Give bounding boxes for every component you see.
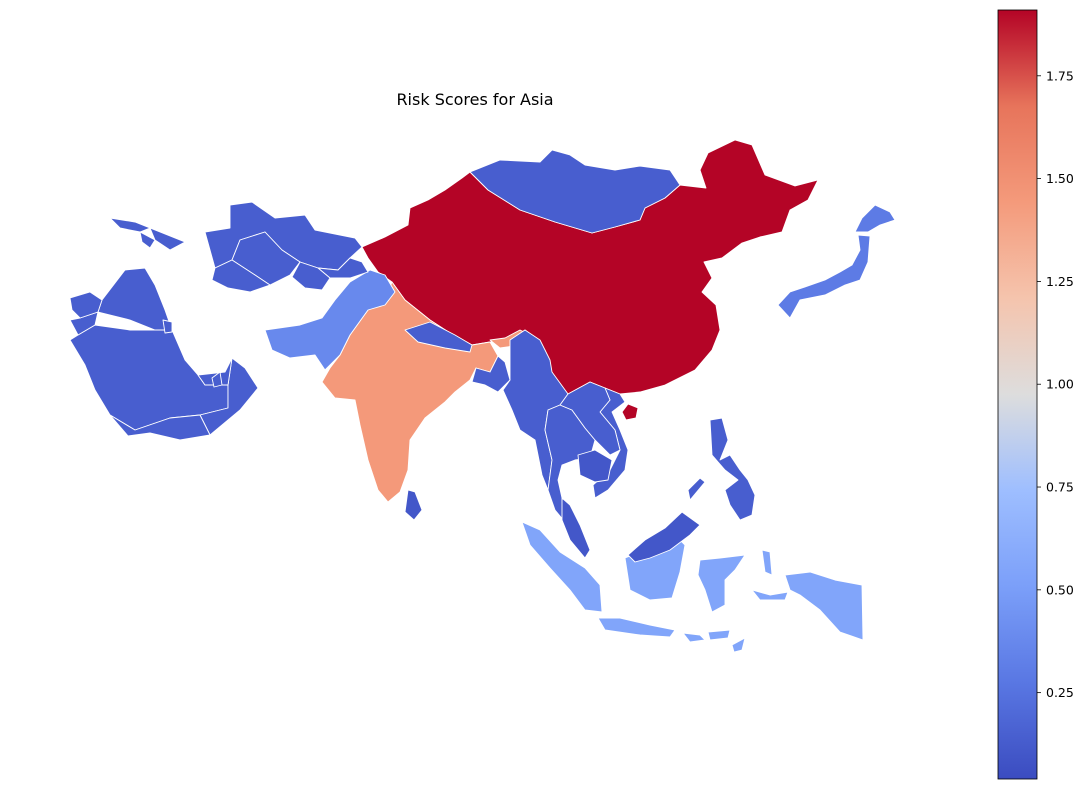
map-title: Risk Scores for Asia — [396, 90, 553, 109]
region-indonesia: Indonesia — [521, 521, 864, 643]
colorbar-gradient — [997, 9, 1038, 780]
colorbar-tick-label: 0.75 — [1046, 480, 1074, 495]
colorbar-tick-label: 1.25 — [1046, 274, 1074, 289]
region-syria: Syria — [69, 291, 103, 319]
colorbar: 0.25 0.50 0.75 1.00 1.25 1.50 1.75 — [997, 9, 1074, 780]
region-bangladesh: Bangladesh — [471, 355, 511, 393]
region-east-timor: East Timor — [731, 637, 746, 653]
region-jordan: Jordan — [69, 311, 99, 336]
region-turkmenistan: Turkmenistan — [211, 259, 271, 293]
colorbar-tick-label: 0.25 — [1046, 685, 1074, 700]
colorbar-ticks: 0.25 0.50 0.75 1.00 1.25 1.50 1.75 — [1037, 68, 1074, 700]
region-pakistan: Pakistan — [264, 269, 396, 371]
map-regions: ChinaTaiwanIndiaBhutanIndonesiaEast Timo… — [69, 139, 896, 653]
region-kyrgyzstan: Kyrgyzstan — [317, 257, 369, 279]
region-japan: Japan — [777, 204, 896, 319]
region-taiwan: Taiwan — [621, 403, 639, 421]
region-armenia: Armenia — [139, 231, 156, 249]
region-philippines: Philippines — [687, 417, 756, 521]
region-georgia: Georgia — [109, 217, 151, 233]
region-cambodia: Cambodia — [577, 449, 613, 483]
region-mongolia: Mongolia — [469, 149, 681, 234]
region-tajikistan: Tajikistan — [291, 261, 331, 291]
colorbar-tick-label: 1.00 — [1046, 377, 1074, 392]
region-azerbaijan: Azerbaijan — [149, 227, 186, 251]
region-qatar: Qatar — [211, 371, 223, 388]
colorbar-tick-label: 1.50 — [1046, 171, 1074, 186]
region-yemen: Yemen — [109, 414, 211, 441]
region-nepal: Nepal — [404, 321, 473, 353]
region-malaysia: Malaysia — [561, 497, 701, 563]
region-kuwait: Kuwait — [162, 319, 173, 334]
region-sri-lanka: Sri Lanka — [404, 489, 423, 521]
colorbar-tick-label: 1.75 — [1046, 68, 1074, 83]
colorbar-tick-label: 0.50 — [1046, 582, 1074, 597]
region-iraq: Iraq — [97, 267, 173, 331]
region-laos: Laos — [559, 381, 621, 456]
